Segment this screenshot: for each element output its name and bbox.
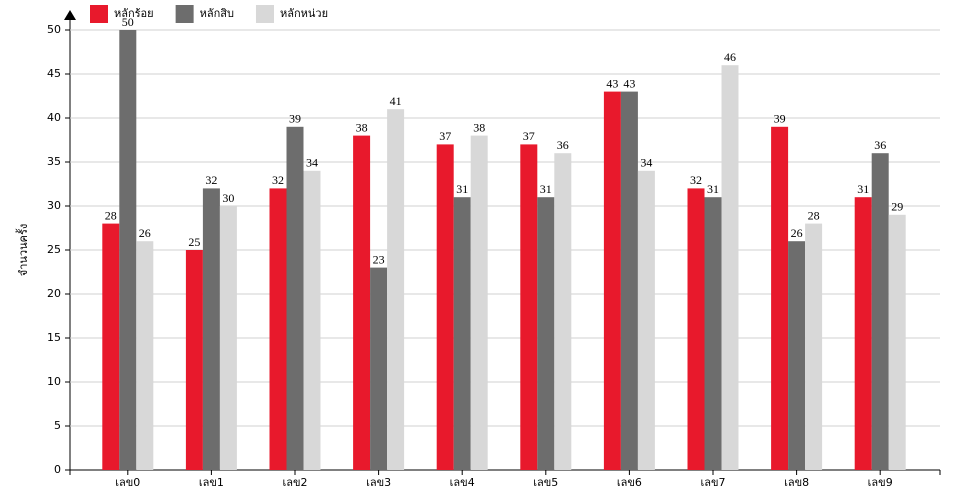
- y-tick-label: 45: [47, 67, 61, 80]
- value-label: 31: [540, 182, 552, 196]
- bar: [102, 223, 120, 470]
- bar: [704, 197, 722, 470]
- bar: [537, 197, 555, 470]
- x-tick-label: เลข1: [199, 476, 224, 489]
- bar: [620, 91, 638, 470]
- value-label: 38: [473, 120, 485, 134]
- value-label: 31: [857, 182, 869, 196]
- value-label: 41: [390, 94, 402, 108]
- x-tick-label: เลข9: [868, 476, 893, 489]
- x-tick-label: เลข2: [282, 476, 307, 489]
- legend-label: หลักร้อย: [114, 7, 154, 20]
- bar: [353, 135, 371, 470]
- y-tick-label: 40: [47, 111, 61, 124]
- value-label: 28: [105, 208, 117, 222]
- value-label: 32: [205, 173, 217, 187]
- bar: [269, 188, 287, 470]
- x-tick-label: เลข5: [533, 476, 558, 489]
- x-tick-label: เลข6: [617, 476, 642, 489]
- bar: [436, 144, 454, 470]
- bar: [470, 135, 488, 470]
- x-tick-label: เลข7: [700, 476, 725, 489]
- y-tick-label: 15: [47, 331, 61, 344]
- value-label: 46: [724, 50, 736, 64]
- y-tick-label: 35: [47, 155, 61, 168]
- value-label: 43: [623, 76, 635, 90]
- value-label: 31: [456, 182, 468, 196]
- value-label: 32: [690, 173, 702, 187]
- y-tick-label: 5: [54, 419, 61, 432]
- bar: [119, 30, 137, 470]
- legend-label: หลักหน่วย: [280, 7, 328, 20]
- bar: [370, 267, 388, 470]
- value-label: 26: [139, 226, 151, 240]
- bar: [303, 170, 321, 471]
- bar: [603, 91, 621, 470]
- y-tick-label: 30: [47, 199, 61, 212]
- value-label: 37: [439, 129, 451, 143]
- bar: [185, 250, 203, 470]
- bar: [721, 65, 739, 470]
- value-label: 43: [606, 76, 618, 90]
- bar: [202, 188, 220, 470]
- value-label: 23: [373, 252, 385, 266]
- x-tick-label: เลข4: [450, 476, 475, 489]
- bar: [871, 153, 889, 470]
- value-label: 30: [222, 191, 234, 205]
- bar: [805, 223, 823, 470]
- y-tick-label: 25: [47, 243, 61, 256]
- legend-swatch: [90, 5, 108, 23]
- y-tick-label: 20: [47, 287, 61, 300]
- value-label: 39: [289, 112, 301, 126]
- x-tick-label: เลข3: [366, 476, 391, 489]
- y-tick-label: 10: [47, 375, 61, 388]
- value-label: 37: [523, 129, 535, 143]
- x-tick-label: เลข0: [115, 476, 140, 489]
- y-tick-label: 50: [47, 23, 61, 36]
- value-label: 39: [774, 112, 786, 126]
- value-label: 29: [891, 200, 903, 214]
- bar: [888, 214, 906, 470]
- value-label: 25: [188, 235, 200, 249]
- bar: [554, 153, 572, 470]
- y-axis-arrow: [64, 10, 76, 20]
- value-label: 36: [557, 138, 569, 152]
- value-label: 28: [808, 208, 820, 222]
- legend-swatch: [175, 5, 194, 23]
- bar: [387, 109, 405, 470]
- value-label: 50: [122, 15, 134, 29]
- bar: [286, 126, 304, 471]
- value-label: 34: [306, 156, 318, 170]
- value-label: 32: [272, 173, 284, 187]
- value-label: 36: [874, 138, 886, 152]
- value-label: 34: [640, 156, 652, 170]
- bar: [771, 126, 789, 471]
- bar: [520, 144, 538, 470]
- value-label: 26: [791, 226, 803, 240]
- x-tick-label: เลข8: [784, 476, 809, 489]
- bar: [637, 170, 655, 471]
- legend-swatch: [255, 5, 274, 23]
- bar: [687, 188, 705, 470]
- y-tick-label: 0: [54, 463, 61, 476]
- bar: [788, 241, 806, 470]
- bar: [453, 197, 471, 470]
- value-label: 38: [356, 120, 368, 134]
- bar: [136, 241, 154, 470]
- bar: [219, 206, 237, 470]
- legend-label: หลักสิบ: [200, 7, 234, 20]
- y-axis-title: จำนวนครั้ง: [15, 224, 30, 276]
- bar: [854, 197, 872, 470]
- value-label: 31: [707, 182, 719, 196]
